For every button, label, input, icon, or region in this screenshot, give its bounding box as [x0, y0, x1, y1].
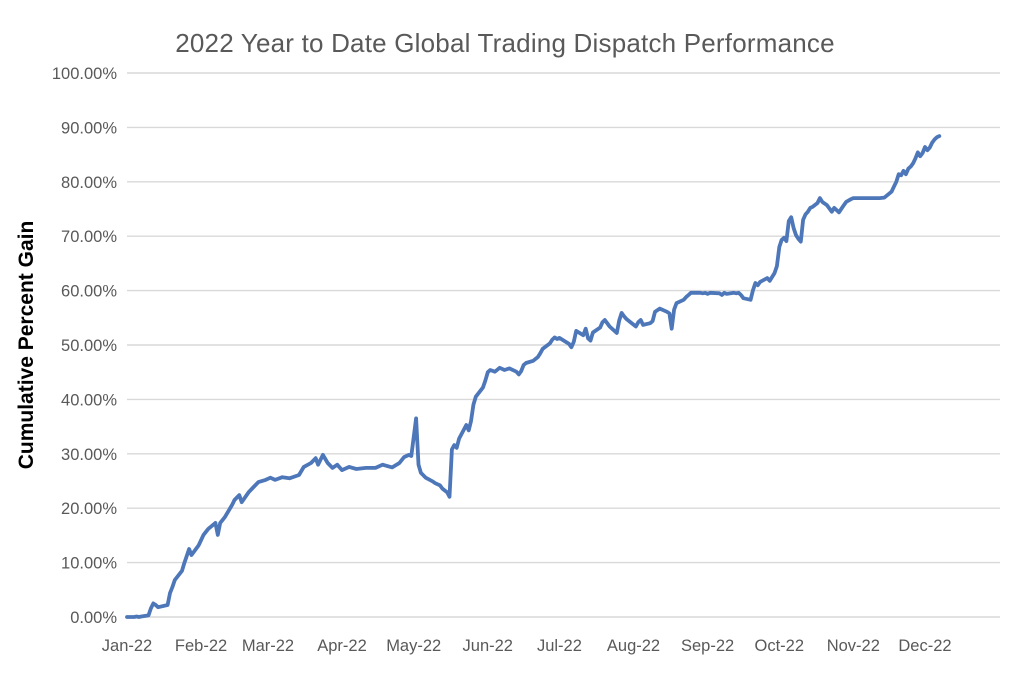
y-tick-label: 90.00% [61, 119, 117, 137]
y-tick-label: 100.00% [52, 65, 117, 83]
y-tick-label: 50.00% [61, 337, 117, 355]
x-tick-label: Aug-22 [607, 637, 660, 655]
y-tick-label: 40.00% [61, 391, 117, 409]
y-tick-labels: 0.00% 10.00% 20.00% 30.00% 40.00% 50.00% 60.00… [52, 65, 117, 627]
y-tick-label: 60.00% [61, 283, 117, 301]
y-tick-label: 20.00% [61, 500, 117, 518]
x-tick-label: Feb-22 [175, 637, 227, 655]
x-tick-label: Nov-22 [827, 637, 880, 655]
x-tick-label: Dec-22 [898, 637, 951, 655]
gridlines [127, 72, 1000, 618]
x-tick-label: May-22 [386, 637, 441, 655]
x-tick-label: Mar-22 [242, 637, 294, 655]
x-tick-label: Jun-22 [463, 637, 513, 655]
y-tick-label: 0.00% [70, 609, 117, 627]
x-tick-label: Sep-22 [681, 637, 734, 655]
y-tick-label: 80.00% [61, 174, 117, 192]
x-tick-label: Jul-22 [537, 637, 582, 655]
chart-title: 2022 Year to Date Global Trading Dispatc… [175, 28, 835, 58]
x-tick-labels: Jan-22 Feb-22 Mar-22 Apr-22 May-22 Jun-22 Jul-… [102, 637, 952, 655]
x-tick-label: Jan-22 [102, 637, 152, 655]
x-tick-label: Oct-22 [754, 637, 804, 655]
y-tick-label: 70.00% [61, 228, 117, 246]
data-series [125, 134, 942, 619]
x-tick-label: Apr-22 [317, 637, 367, 655]
performance-line [125, 134, 942, 619]
y-tick-label: 10.00% [61, 555, 117, 573]
y-tick-label: 30.00% [61, 446, 117, 464]
